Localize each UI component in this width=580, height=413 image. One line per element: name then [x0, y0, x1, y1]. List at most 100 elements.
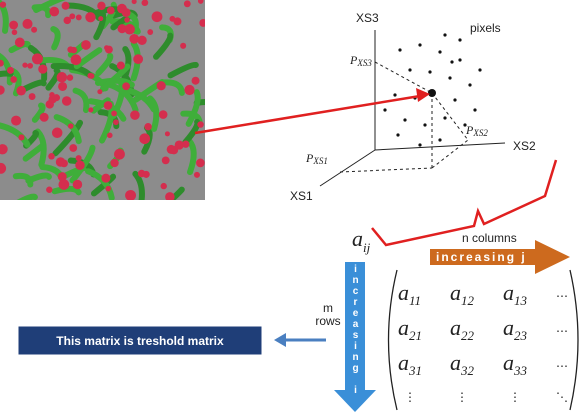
particle [32, 53, 43, 64]
pixel-dot [450, 60, 453, 63]
particle [107, 7, 115, 15]
matrix-dots: ⋮ [404, 390, 416, 404]
particle [117, 4, 127, 14]
entry-base: a [450, 315, 461, 340]
particle [152, 11, 163, 22]
particle [142, 0, 148, 6]
matrix-dots: ⋮ [509, 390, 521, 404]
particle [122, 82, 130, 90]
pixel-dot [473, 108, 476, 111]
particle [167, 145, 176, 154]
particle [133, 54, 143, 64]
matrix-dots: ⋱ [556, 390, 568, 404]
particle [85, 12, 95, 22]
particle [105, 46, 113, 54]
particle [130, 110, 140, 120]
particle [161, 183, 167, 189]
rows-label: rows [315, 314, 340, 328]
particle [98, 16, 103, 21]
particle [192, 77, 200, 85]
left-paren [389, 270, 398, 410]
particle [73, 180, 83, 190]
entry-base: a [503, 315, 514, 340]
entry-sub: 11 [409, 293, 421, 308]
particle [162, 156, 170, 164]
pixel-dot [418, 143, 421, 146]
particle [11, 116, 21, 126]
entry-base: a [398, 315, 409, 340]
particle [124, 17, 130, 23]
particle [0, 1, 6, 7]
particle [197, 121, 203, 127]
axis-label: XS3 [356, 11, 379, 25]
pixel-dot [453, 98, 456, 101]
particle [71, 47, 77, 53]
particle [143, 171, 150, 178]
particle [110, 159, 118, 167]
particle [69, 144, 77, 152]
particle [196, 159, 205, 168]
pixel-dot [393, 93, 396, 96]
entry-base: a [450, 280, 461, 305]
matrix-entry: a21 [398, 315, 422, 343]
increasing-i: increasing i [347, 264, 363, 396]
particle [62, 2, 70, 10]
particle [180, 43, 186, 49]
particle [38, 64, 47, 73]
projection: PXS1 [305, 151, 328, 166]
particle [157, 81, 166, 90]
particle [147, 29, 153, 35]
particle [165, 131, 170, 136]
pixel-dot [398, 48, 401, 51]
matrix-dots: ⋯ [556, 324, 568, 338]
pixel-dot [403, 118, 406, 121]
particle [27, 63, 33, 69]
entry-base: a [398, 350, 409, 375]
particle [175, 140, 184, 149]
particle [139, 133, 150, 144]
particle [22, 62, 27, 67]
particle [57, 72, 67, 82]
particle [31, 27, 37, 33]
pixel-dot [438, 138, 441, 141]
particle [15, 38, 25, 48]
particle [56, 157, 66, 167]
increasing-j: increasing j [436, 250, 527, 264]
particle [58, 82, 67, 91]
red-arrow [195, 96, 420, 133]
matrix-entry: a32 [450, 350, 475, 378]
particle [48, 153, 55, 160]
particle [59, 179, 70, 190]
pixel-dot [408, 68, 411, 71]
particle [10, 76, 17, 83]
particle [12, 30, 18, 36]
particle [40, 113, 49, 122]
particle [97, 2, 105, 10]
matrix-dots: ⋯ [556, 289, 568, 303]
entry-base: a [398, 280, 409, 305]
particle [46, 187, 52, 193]
pixel-dot [458, 58, 461, 61]
pixel-dot [448, 76, 451, 79]
entry-base: a [503, 280, 514, 305]
particle [105, 186, 111, 192]
matrix-entry: a31 [398, 350, 422, 378]
pixel-dot [396, 133, 399, 136]
entry-sub: 22 [461, 328, 475, 343]
pixel-dot [383, 108, 386, 111]
pixel-dot [443, 116, 446, 119]
entry-sub: 21 [409, 328, 422, 343]
pixels-label: pixels [470, 21, 501, 35]
entry-sub: 13 [514, 293, 528, 308]
particle [53, 94, 60, 101]
particle [114, 149, 125, 160]
matrix-dots: ⋯ [556, 359, 568, 373]
particle [113, 119, 119, 125]
particle [16, 86, 26, 96]
diagram: XS3 XS2 XS1 pixels PXS3 PXS2 PXS1 aij n … [0, 0, 580, 413]
entry-base: a [503, 350, 514, 375]
particle [184, 0, 191, 7]
particle [111, 111, 117, 117]
particle [144, 123, 151, 130]
particle [104, 101, 113, 110]
